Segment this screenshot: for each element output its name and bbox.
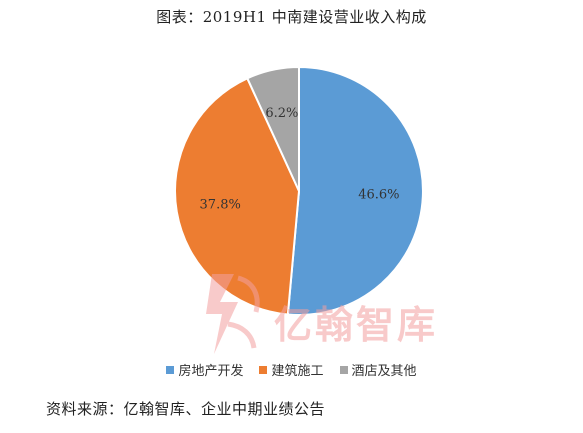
legend-swatch: [339, 365, 348, 374]
legend-swatch: [166, 365, 175, 374]
legend: 房地产开发 建筑施工 酒店及其他: [0, 360, 583, 379]
legend-item-3: 酒店及其他: [339, 360, 417, 379]
legend-label: 酒店及其他: [351, 364, 417, 379]
legend-item-1: 房地产开发: [166, 360, 243, 379]
data-label-2: 37.8%: [200, 198, 241, 213]
legend-item-2: 建筑施工: [259, 360, 324, 379]
pie-slices: [174, 65, 424, 316]
data-label-3: 6.2%: [265, 106, 298, 121]
pie-slice-1: [286, 65, 424, 316]
source-note: 资料来源：亿翰智库、企业中期业绩公告: [46, 400, 326, 418]
legend-label: 建筑施工: [271, 364, 324, 379]
pie-slice-3: [245, 65, 300, 192]
data-label-1: 46.6%: [358, 188, 399, 203]
legend-label: 房地产开发: [178, 364, 244, 379]
legend-swatch: [259, 365, 268, 374]
pie-labels: 46.6% 37.8% 6.2%: [200, 106, 400, 213]
chart-title: 图表：2019H1 中南建设营业收入构成: [156, 8, 427, 26]
